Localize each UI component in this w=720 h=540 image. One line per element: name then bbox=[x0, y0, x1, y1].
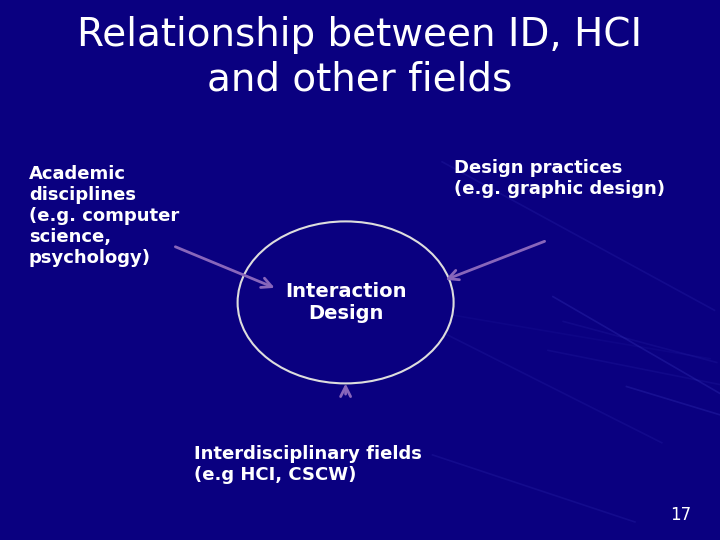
Text: 17: 17 bbox=[670, 506, 691, 524]
Text: Design practices
(e.g. graphic design): Design practices (e.g. graphic design) bbox=[454, 159, 665, 198]
Text: Relationship between ID, HCI
and other fields: Relationship between ID, HCI and other f… bbox=[78, 16, 642, 98]
Text: Academic
disciplines
(e.g. computer
science,
psychology): Academic disciplines (e.g. computer scie… bbox=[29, 165, 179, 267]
Text: Interdisciplinary fields
(e.g HCI, CSCW): Interdisciplinary fields (e.g HCI, CSCW) bbox=[194, 445, 422, 484]
Ellipse shape bbox=[238, 221, 454, 383]
Text: Interaction
Design: Interaction Design bbox=[285, 282, 406, 323]
